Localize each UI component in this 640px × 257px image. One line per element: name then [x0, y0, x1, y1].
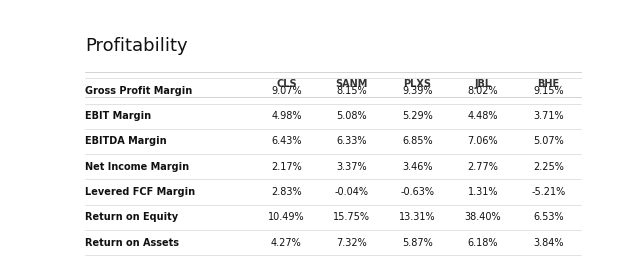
Text: 9.15%: 9.15% — [533, 86, 564, 96]
Text: -0.63%: -0.63% — [400, 187, 435, 197]
Text: 2.25%: 2.25% — [532, 162, 564, 172]
Text: -0.04%: -0.04% — [335, 187, 369, 197]
Text: 13.31%: 13.31% — [399, 212, 436, 222]
Text: 3.84%: 3.84% — [533, 237, 563, 247]
Text: 6.18%: 6.18% — [467, 237, 498, 247]
Text: 7.32%: 7.32% — [337, 237, 367, 247]
Text: 3.71%: 3.71% — [533, 111, 564, 121]
Text: EBITDA Margin: EBITDA Margin — [85, 136, 166, 146]
Text: 4.98%: 4.98% — [271, 111, 301, 121]
Text: Return on Equity: Return on Equity — [85, 212, 178, 222]
Text: 2.17%: 2.17% — [271, 162, 301, 172]
Text: EBIT Margin: EBIT Margin — [85, 111, 151, 121]
Text: 2.83%: 2.83% — [271, 187, 301, 197]
Text: 5.29%: 5.29% — [402, 111, 433, 121]
Text: 8.15%: 8.15% — [337, 86, 367, 96]
Text: 3.46%: 3.46% — [402, 162, 433, 172]
Text: JBL: JBL — [474, 79, 492, 89]
Text: 7.06%: 7.06% — [467, 136, 498, 146]
Text: BHE: BHE — [537, 79, 559, 89]
Text: 9.39%: 9.39% — [402, 86, 433, 96]
Text: Profitability: Profitability — [85, 37, 188, 55]
Text: SANM: SANM — [335, 79, 368, 89]
Text: 5.87%: 5.87% — [402, 237, 433, 247]
Text: 6.85%: 6.85% — [402, 136, 433, 146]
Text: 2.77%: 2.77% — [467, 162, 498, 172]
Text: 6.43%: 6.43% — [271, 136, 301, 146]
Text: Return on Assets: Return on Assets — [85, 237, 179, 247]
Text: PLXS: PLXS — [403, 79, 431, 89]
Text: 8.02%: 8.02% — [467, 86, 498, 96]
Text: 10.49%: 10.49% — [268, 212, 305, 222]
Text: 6.33%: 6.33% — [337, 136, 367, 146]
Text: Net Income Margin: Net Income Margin — [85, 162, 189, 172]
Text: 3.37%: 3.37% — [337, 162, 367, 172]
Text: -5.21%: -5.21% — [531, 187, 565, 197]
Text: CLS: CLS — [276, 79, 297, 89]
Text: Gross Profit Margin: Gross Profit Margin — [85, 86, 192, 96]
Text: 1.31%: 1.31% — [467, 187, 498, 197]
Text: 5.08%: 5.08% — [337, 111, 367, 121]
Text: 38.40%: 38.40% — [465, 212, 501, 222]
Text: 6.53%: 6.53% — [533, 212, 564, 222]
Text: 4.48%: 4.48% — [467, 111, 498, 121]
Text: Levered FCF Margin: Levered FCF Margin — [85, 187, 195, 197]
Text: 9.07%: 9.07% — [271, 86, 301, 96]
Text: 5.07%: 5.07% — [533, 136, 564, 146]
Text: 15.75%: 15.75% — [333, 212, 371, 222]
Text: 4.27%: 4.27% — [271, 237, 301, 247]
